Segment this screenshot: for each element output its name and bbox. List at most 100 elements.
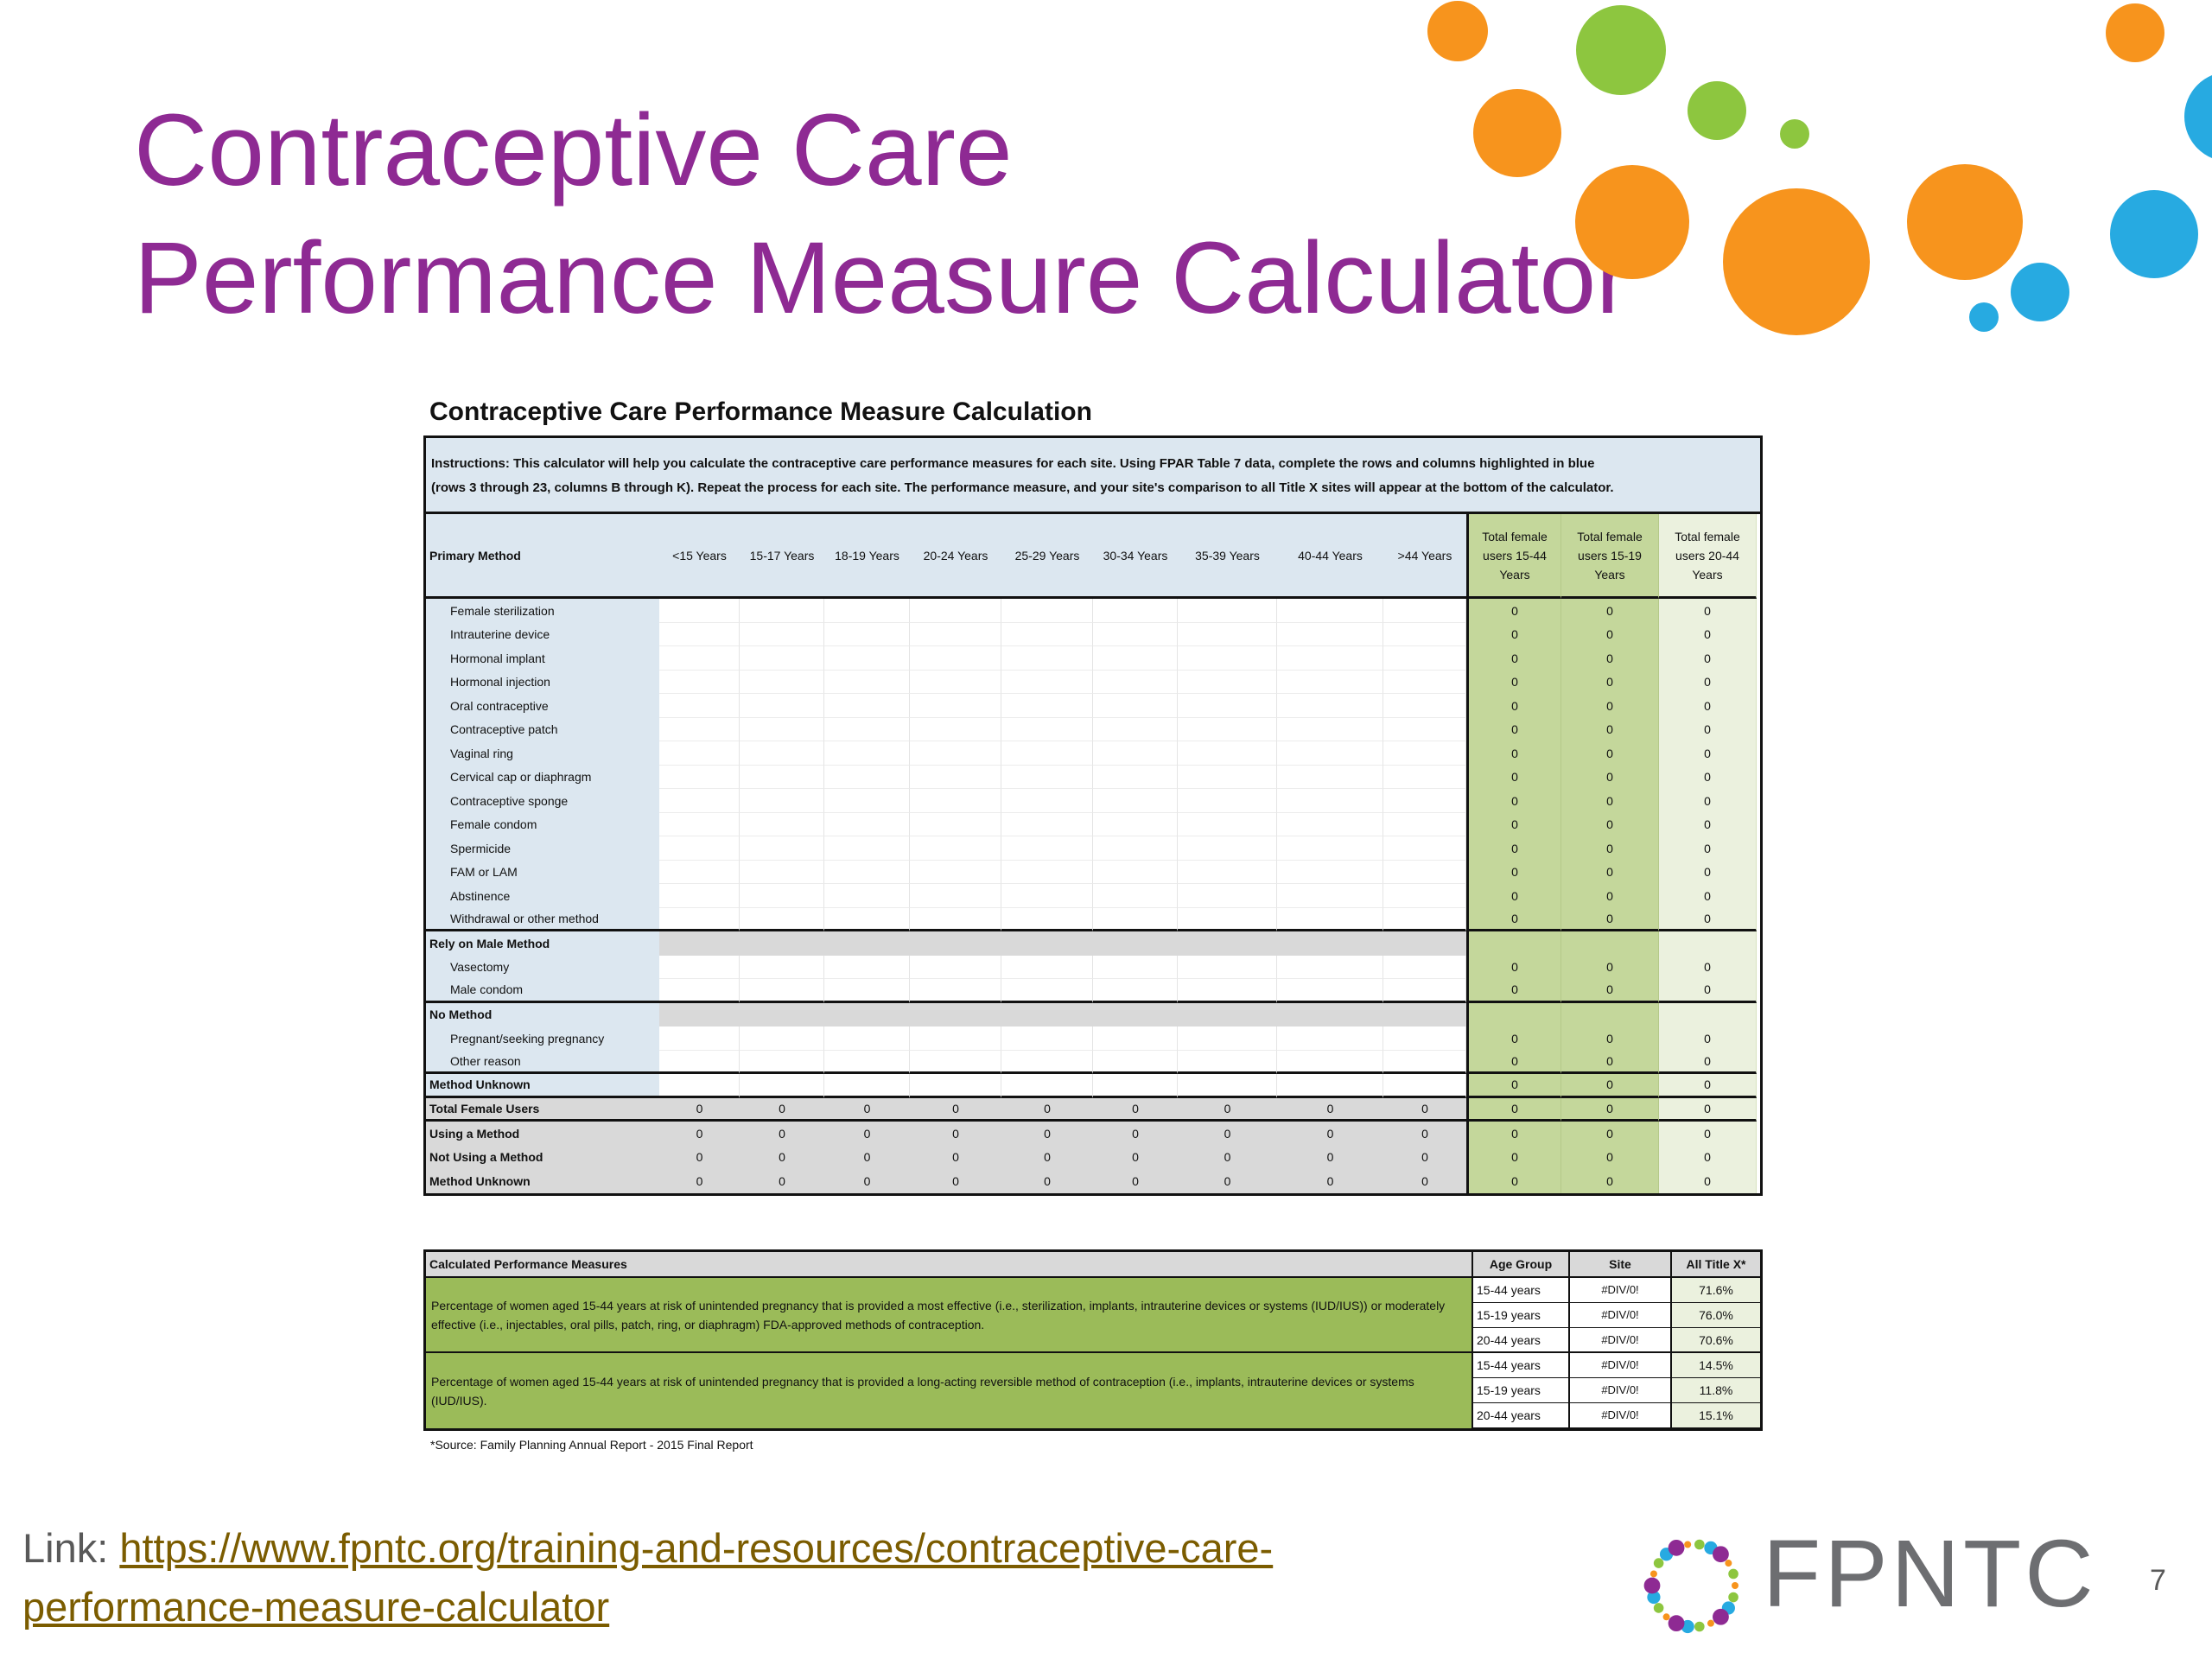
all-title-x-cell: 76.0%	[1670, 1303, 1760, 1328]
input-cell	[1277, 836, 1383, 861]
disabled-cell	[1383, 1002, 1466, 1027]
total-cell-empty	[1466, 931, 1561, 956]
total-cell: 0	[1466, 1145, 1561, 1169]
total-cell-empty	[1561, 931, 1659, 956]
calculator-link[interactable]: https://www.fpntc.org/training-and-resou…	[22, 1525, 1273, 1630]
total-cell: 0	[1383, 1145, 1466, 1169]
input-cell	[1001, 622, 1093, 646]
age-group-cell: 15-19 years	[1471, 1303, 1568, 1328]
slide-title-line2: Performance Measure Calculator	[134, 221, 1630, 335]
all-title-x-cell: 70.6%	[1670, 1328, 1760, 1353]
input-cell	[1277, 599, 1383, 623]
input-cell	[824, 1050, 910, 1074]
input-cell	[1277, 765, 1383, 789]
measure-2-description: Percentage of women aged 15-44 years at …	[426, 1353, 1471, 1428]
total-cell: 0	[1001, 1145, 1093, 1169]
input-cell	[740, 670, 824, 694]
total-cell: 0	[659, 1122, 740, 1146]
method-label: Other reason	[426, 1050, 659, 1074]
column-header: 15-17 Years	[740, 514, 824, 599]
method-label: Hormonal injection	[426, 670, 659, 694]
input-cell	[1383, 1050, 1466, 1074]
input-cell	[1001, 1074, 1093, 1098]
input-cell	[824, 836, 910, 861]
input-cell	[1001, 884, 1093, 908]
total-cell: 0	[1466, 955, 1561, 979]
input-cell	[659, 860, 740, 884]
total-cell: 0	[1659, 812, 1757, 836]
method-label: Hormonal implant	[426, 646, 659, 671]
input-cell	[824, 979, 910, 1003]
total-cell: 0	[1466, 884, 1561, 908]
input-cell	[1001, 741, 1093, 766]
fpntc-ring-logo-icon	[1643, 1539, 1738, 1634]
input-cell	[1383, 1074, 1466, 1098]
input-cell	[740, 812, 824, 836]
site-value-cell: #DIV/0!	[1568, 1378, 1670, 1403]
input-cell	[659, 789, 740, 813]
input-cell	[1093, 741, 1178, 766]
age-group-header: Age Group	[1471, 1252, 1568, 1278]
total-cell: 0	[1561, 1097, 1659, 1122]
input-cell	[1001, 670, 1093, 694]
input-cell	[1178, 979, 1277, 1003]
total-cell: 0	[1659, 765, 1757, 789]
input-cell	[1383, 812, 1466, 836]
input-cell	[1001, 812, 1093, 836]
input-cell	[1277, 622, 1383, 646]
input-cell	[910, 884, 1001, 908]
input-cell	[824, 622, 910, 646]
total-cell: 0	[1659, 717, 1757, 741]
method-table: Primary Method <15 Years 15-17 Years 18-19 …	[426, 514, 1760, 1193]
input-cell	[1178, 836, 1277, 861]
method-label: Spermicide	[426, 836, 659, 861]
total-cell: 0	[1659, 599, 1757, 623]
input-cell	[824, 860, 910, 884]
input-cell	[659, 646, 740, 671]
method-label: Contraceptive patch	[426, 717, 659, 741]
column-header: Total female users 15-19 Years	[1561, 514, 1659, 599]
total-cell: 0	[659, 1169, 740, 1193]
input-cell	[1277, 670, 1383, 694]
total-cell: 0	[1383, 1097, 1466, 1122]
input-cell	[1383, 670, 1466, 694]
method-label: Oral contraceptive	[426, 694, 659, 718]
input-cell	[1001, 907, 1093, 931]
input-cell	[1178, 717, 1277, 741]
disabled-cell	[824, 1002, 910, 1027]
total-cell: 0	[1093, 1122, 1178, 1146]
sheet-title: Contraceptive Care Performance Measure C…	[429, 397, 1092, 426]
total-cell: 0	[1383, 1122, 1466, 1146]
disabled-cell	[1093, 931, 1178, 956]
input-cell	[1277, 646, 1383, 671]
input-cell	[740, 599, 824, 623]
input-cell	[1093, 979, 1178, 1003]
input-cell	[910, 1074, 1001, 1098]
site-value-cell: #DIV/0!	[1568, 1278, 1670, 1303]
input-cell	[1093, 1050, 1178, 1074]
input-cell	[1277, 812, 1383, 836]
total-cell: 0	[659, 1097, 740, 1122]
input-cell	[1093, 860, 1178, 884]
input-cell	[1178, 1050, 1277, 1074]
fpntc-logo-text: FPNTC	[1763, 1521, 2097, 1627]
disabled-cell	[910, 1002, 1001, 1027]
input-cell	[1093, 1074, 1178, 1098]
source-note: *Source: Family Planning Annual Report -…	[430, 1438, 753, 1452]
site-value-cell: #DIV/0!	[1568, 1403, 1670, 1428]
total-cell: 0	[1466, 1050, 1561, 1074]
method-label: Method Unknown	[426, 1169, 659, 1193]
total-cell: 0	[1659, 1097, 1757, 1122]
disabled-cell	[1093, 1002, 1178, 1027]
input-cell	[740, 884, 824, 908]
input-cell	[740, 1027, 824, 1051]
total-cell: 0	[1659, 789, 1757, 813]
input-cell	[659, 741, 740, 766]
method-label: Female sterilization	[426, 599, 659, 623]
input-cell	[910, 860, 1001, 884]
input-cell	[740, 1074, 824, 1098]
input-cell	[1383, 860, 1466, 884]
input-cell	[1178, 1027, 1277, 1051]
column-header: 30-34 Years	[1093, 514, 1178, 599]
calculator-sheet: Instructions: This calculator will help …	[423, 435, 1763, 1196]
